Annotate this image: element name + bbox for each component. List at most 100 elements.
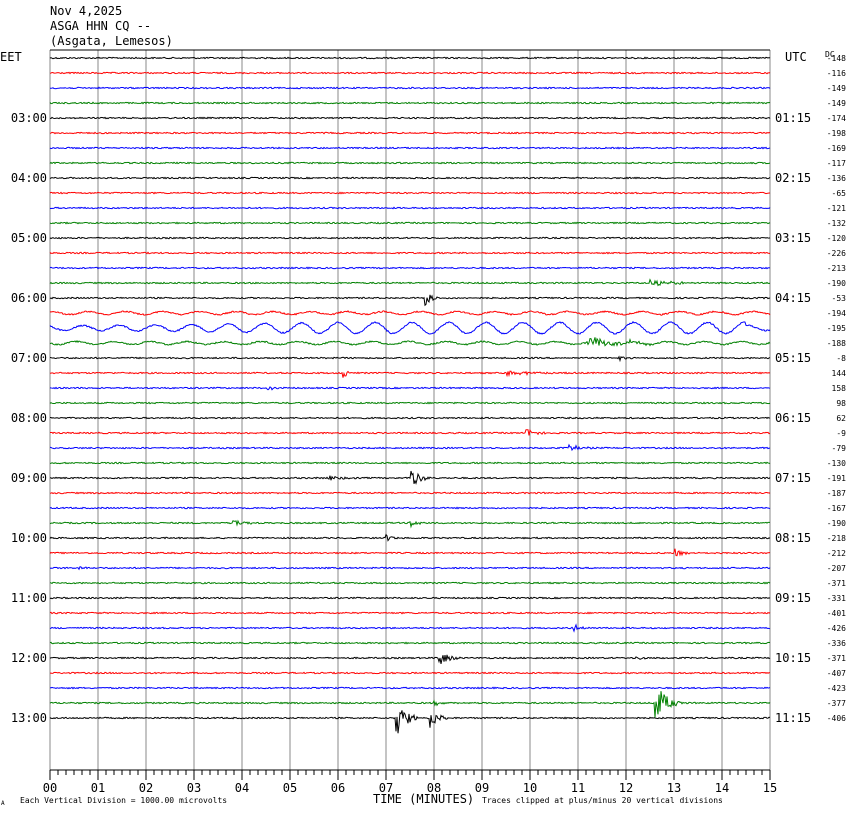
left-hour-label: 06:00	[11, 291, 47, 305]
dc-offset-value: -226	[827, 249, 846, 258]
x-tick-label: 03	[187, 781, 201, 795]
x-tick-label: 00	[43, 781, 57, 795]
trace-line	[49, 691, 771, 718]
dc-offset-value: -371	[827, 579, 846, 588]
trace-line	[49, 443, 771, 452]
dc-offset-value: -194	[827, 309, 846, 318]
trace-line	[49, 596, 771, 600]
x-tick-label: 13	[667, 781, 681, 795]
dc-offset-value: -117	[827, 159, 846, 168]
left-hour-label: 04:00	[11, 171, 47, 185]
trace-line	[49, 86, 771, 90]
dc-offset-value: -8	[836, 354, 846, 363]
left-hour-label: 07:00	[11, 351, 47, 365]
dc-offset-value: -149	[827, 99, 846, 108]
trace-line	[49, 221, 771, 225]
left-hour-label: 03:00	[11, 111, 47, 125]
dc-offset-value: -174	[827, 114, 846, 123]
dc-offset-value: -195	[827, 324, 846, 333]
right-hour-label: 05:15	[775, 351, 811, 365]
trace-line	[49, 321, 771, 335]
trace-line	[49, 71, 771, 75]
x-tick-label: 05	[283, 781, 297, 795]
dc-offset-value: -53	[832, 294, 847, 303]
x-axis: 00 01 02 03 04 05 06 07 08 09 10 11 12 13 14 15	[43, 770, 777, 795]
dc-offset-value: -212	[827, 549, 846, 558]
trace-line	[49, 654, 771, 665]
dc-offset-value: -191	[827, 474, 846, 483]
trace-line	[49, 206, 771, 210]
dc-offset-value: -213	[827, 264, 846, 273]
trace-line	[49, 101, 771, 105]
trace-line	[49, 566, 771, 571]
trace-line	[49, 337, 771, 347]
corner-mark: A	[1, 800, 5, 807]
dc-offset-value: -190	[827, 519, 846, 528]
trace-line	[49, 310, 771, 316]
dc-offset-value: -377	[827, 699, 846, 708]
trace-line	[49, 116, 771, 120]
trace-line	[49, 131, 771, 135]
dc-offset-value: -120	[827, 234, 846, 243]
trace-line	[49, 428, 771, 436]
right-hour-label: 04:15	[775, 291, 811, 305]
trace-line	[49, 461, 771, 465]
header-location: (Asgata, Lemesos)	[50, 34, 173, 48]
dc-offset-value: -149	[827, 84, 846, 93]
dc-offset-value: 158	[832, 384, 847, 393]
trace-line	[49, 641, 771, 645]
x-tick-label: 04	[235, 781, 249, 795]
dc-offset-value: -130	[827, 459, 846, 468]
right-hour-label: 10:15	[775, 651, 811, 665]
right-hour-label: 02:15	[775, 171, 811, 185]
trace-line	[49, 710, 771, 734]
right-timezone-label: UTC	[785, 50, 807, 64]
dc-offset-value: 144	[832, 369, 847, 378]
trace-line	[49, 370, 771, 378]
left-hour-label: 13:00	[11, 711, 47, 725]
trace-line	[49, 161, 771, 165]
right-hour-label: 01:15	[775, 111, 811, 125]
dc-offset-value: -190	[827, 279, 846, 288]
left-hour-labels: 03:00 04:00 05:00 06:00 07:00 08:00 09:00 10:00…	[11, 111, 47, 725]
dc-offset-value: -207	[827, 564, 846, 573]
dc-offset-value: -331	[827, 594, 846, 603]
trace-line	[49, 294, 771, 307]
right-hour-label: 06:15	[775, 411, 811, 425]
dc-offset-value: -136	[827, 174, 846, 183]
dc-offset-value: -79	[832, 444, 847, 453]
x-tick-label: 10	[523, 781, 537, 795]
header-station: ASGA HHN CQ --	[50, 19, 152, 33]
x-tick-label: 06	[331, 781, 345, 795]
left-timezone-label: EET	[0, 50, 22, 64]
x-tick-label: 12	[619, 781, 633, 795]
trace-line	[49, 533, 771, 542]
trace-line	[49, 671, 771, 675]
x-axis-title: TIME (MINUTES)	[373, 792, 474, 806]
trace-line	[49, 401, 771, 405]
x-tick-label: 14	[715, 781, 729, 795]
trace-line	[49, 416, 771, 420]
x-tick-label: 11	[571, 781, 585, 795]
dc-offset-labels: -148 -116 -149 -149 -174 -198 -169 -117 -136 -65 -…	[827, 54, 846, 723]
x-tick-label: 15	[763, 781, 777, 795]
trace-line	[49, 491, 771, 495]
left-hour-label: 12:00	[11, 651, 47, 665]
dc-offset-value: -65	[832, 189, 847, 198]
dc-offset-value: -167	[827, 504, 846, 513]
dc-offset-value: -218	[827, 534, 846, 543]
left-hour-label: 05:00	[11, 231, 47, 245]
dc-offset-value: -132	[827, 219, 846, 228]
dc-offset-value: 98	[836, 399, 846, 408]
dc-offset-value: -198	[827, 129, 846, 138]
dc-offset-value: -401	[827, 609, 846, 618]
dc-offset-value: -116	[827, 69, 846, 78]
dc-offset-value: -188	[827, 339, 846, 348]
header-date: Nov 4,2025	[50, 4, 123, 18]
dc-header-label: DC	[825, 50, 835, 59]
x-tick-label: 02	[139, 781, 153, 795]
trace-line	[49, 506, 771, 510]
trace-line	[49, 355, 771, 363]
right-hour-label: 08:15	[775, 531, 811, 545]
